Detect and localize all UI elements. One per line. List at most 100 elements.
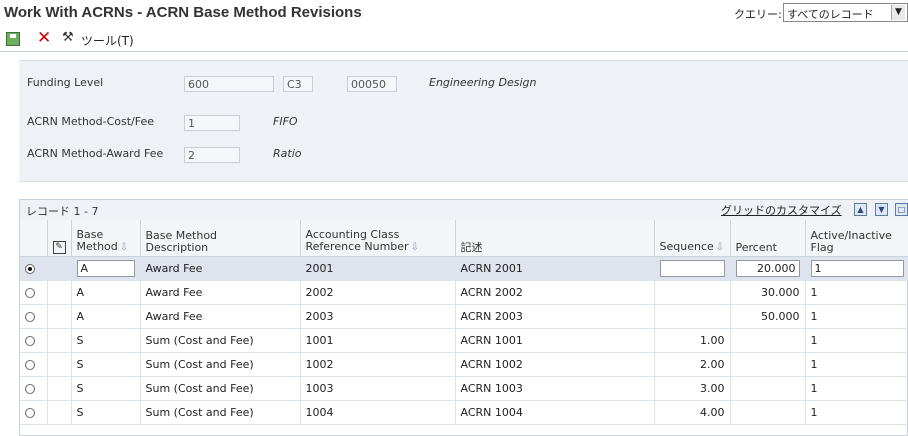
export-icon[interactable]: ▲ xyxy=(854,203,867,216)
kijutsu-cell: ACRN 1001 xyxy=(455,328,655,353)
description-cell: Sum (Cost and Fee) xyxy=(140,352,301,377)
sequence-cell: 4.00 xyxy=(654,400,731,425)
query-label: クエリー: xyxy=(734,8,782,21)
header-percent[interactable]: Percent xyxy=(730,220,806,257)
record-count: レコード 1 - 7 xyxy=(26,205,99,218)
sequence-input[interactable] xyxy=(659,259,725,277)
cost-fee-description: FIFO xyxy=(273,115,298,128)
accounting-cell: 1002 xyxy=(300,352,456,377)
description-cell: Award Fee xyxy=(140,280,301,305)
flag-cell: 1 xyxy=(805,376,908,401)
edit-icon[interactable]: ✎ xyxy=(52,240,66,254)
row-select[interactable] xyxy=(20,280,48,305)
flag-cell: 1 xyxy=(805,400,908,425)
base-method-cell: S xyxy=(71,328,141,353)
row-select[interactable] xyxy=(20,376,48,401)
row-select[interactable] xyxy=(20,256,48,281)
row-radio[interactable] xyxy=(25,263,35,274)
table-row[interactable]: S Sum (Cost and Fee) 1003 ACRN 1003 3.00… xyxy=(20,376,908,401)
grid-header-bar: レコード 1 - 7 グリッドのカスタマイズ ▲ ▼ □ xyxy=(20,200,908,220)
flag-cell: 1 xyxy=(805,328,908,353)
funding-level-code-field: C3 xyxy=(283,76,313,92)
award-fee-description: Ratio xyxy=(273,147,302,160)
row-radio[interactable] xyxy=(25,311,35,322)
header-form: Funding Level 600 C3 00050 Engineering D… xyxy=(19,60,908,182)
tools-icon[interactable]: ⚒ xyxy=(62,30,74,45)
edit-column-header[interactable]: ✎ xyxy=(47,220,72,257)
table-row[interactable]: S Sum (Cost and Fee) 1004 ACRN 1004 4.00… xyxy=(20,400,908,425)
percent-cell: 30.000 xyxy=(730,280,806,305)
row-radio[interactable] xyxy=(25,383,35,394)
percent-cell xyxy=(730,328,806,353)
description-cell: Sum (Cost and Fee) xyxy=(140,400,301,425)
header-base-method-description[interactable]: Base Method Description xyxy=(140,220,301,257)
cost-fee-label: ACRN Method-Cost/Fee xyxy=(27,115,155,128)
accounting-cell: 1001 xyxy=(300,328,456,353)
funding-level-label: Funding Level xyxy=(27,76,104,89)
accounting-cell: 2001 xyxy=(300,256,456,281)
flag-cell: 1 xyxy=(805,352,908,377)
row-radio[interactable] xyxy=(25,335,35,346)
row-select[interactable] xyxy=(20,328,48,353)
sort-icon[interactable]: ⇩ xyxy=(119,241,129,253)
customize-grid-link[interactable]: グリッドのカスタマイズ xyxy=(721,204,842,217)
chevron-down-icon[interactable]: ▼ xyxy=(891,5,905,20)
maximize-icon[interactable]: □ xyxy=(895,203,908,216)
sort-icon[interactable]: ⇩ xyxy=(410,241,419,253)
header-active-flag[interactable]: Active/Inactive Flag xyxy=(805,220,908,257)
accounting-cell: 2002 xyxy=(300,280,456,305)
header-sequence[interactable]: Sequence ⇩ xyxy=(654,220,731,257)
funding-level-description: Engineering Design xyxy=(429,76,537,89)
percent-cell xyxy=(730,352,806,377)
base-method-input[interactable]: A xyxy=(76,259,135,277)
grid-header-row: ✎ Base Method ⇩ Base Method Description Acc… xyxy=(20,220,908,257)
grid-panel: レコード 1 - 7 グリッドのカスタマイズ ▲ ▼ □ ✎ Base Metho… xyxy=(19,199,908,436)
row-select[interactable] xyxy=(20,400,48,425)
query-select[interactable]: すべてのレコード ▼ xyxy=(783,3,908,22)
window-title: Work With ACRNs - ACRN Base Method Revis… xyxy=(4,4,362,21)
import-icon[interactable]: ▼ xyxy=(875,203,888,216)
description-cell: Sum (Cost and Fee) xyxy=(140,376,301,401)
save-icon[interactable] xyxy=(6,32,20,46)
row-radio[interactable] xyxy=(25,407,35,418)
header-base-method[interactable]: Base Method ⇩ xyxy=(71,220,141,257)
query-select-value: すべてのレコード xyxy=(787,8,874,21)
flag-input[interactable]: 1 xyxy=(810,259,904,277)
table-row[interactable]: A Award Fee 2002 ACRN 2002 30.000 1 xyxy=(20,280,908,305)
title-bar: Work With ACRNs - ACRN Base Method Revis… xyxy=(0,0,908,26)
flag-cell: 1 xyxy=(805,280,908,305)
row-select[interactable] xyxy=(20,304,48,329)
row-select[interactable] xyxy=(20,352,48,377)
award-fee-label: ACRN Method-Award Fee xyxy=(27,147,164,160)
header-accounting-class[interactable]: Accounting Class Reference Number ⇩ xyxy=(300,220,456,257)
kijutsu-cell: ACRN 2001 xyxy=(455,256,655,281)
percent-cell xyxy=(730,400,806,425)
kijutsu-cell: ACRN 1003 xyxy=(455,376,655,401)
base-method-cell: S xyxy=(71,352,141,377)
sequence-cell: 3.00 xyxy=(654,376,731,401)
cost-fee-field: 1 xyxy=(184,115,240,131)
row-radio[interactable] xyxy=(25,287,35,298)
row-radio[interactable] xyxy=(25,359,35,370)
accounting-cell: 1004 xyxy=(300,400,456,425)
award-fee-field: 2 xyxy=(184,147,240,163)
sequence-cell: 2.00 xyxy=(654,352,731,377)
table-row[interactable]: A Award Fee 2003 ACRN 2003 50.000 1 xyxy=(20,304,908,329)
accounting-cell: 1003 xyxy=(300,376,456,401)
grid-table: ✎ Base Method ⇩ Base Method Description Acc… xyxy=(20,220,908,425)
percent-input[interactable]: 20.000 xyxy=(735,259,800,277)
table-row[interactable]: S Sum (Cost and Fee) 1002 ACRN 1002 2.00… xyxy=(20,352,908,377)
table-row[interactable]: A Award Fee 2001 ACRN 2001 20.000 1 xyxy=(20,256,908,281)
percent-cell xyxy=(730,376,806,401)
select-column-header xyxy=(20,220,48,257)
kijutsu-cell: ACRN 1002 xyxy=(455,352,655,377)
sort-icon[interactable]: ⇩ xyxy=(715,241,725,253)
description-cell: Award Fee xyxy=(140,256,301,281)
tools-menu[interactable]: ツール(T) xyxy=(81,34,134,48)
flag-cell: 1 xyxy=(805,304,908,329)
percent-cell: 50.000 xyxy=(730,304,806,329)
header-kijutsu[interactable]: 記述 xyxy=(455,220,655,257)
close-icon[interactable]: ✕ xyxy=(37,28,52,48)
description-cell: Sum (Cost and Fee) xyxy=(140,328,301,353)
table-row[interactable]: S Sum (Cost and Fee) 1001 ACRN 1001 1.00… xyxy=(20,328,908,353)
